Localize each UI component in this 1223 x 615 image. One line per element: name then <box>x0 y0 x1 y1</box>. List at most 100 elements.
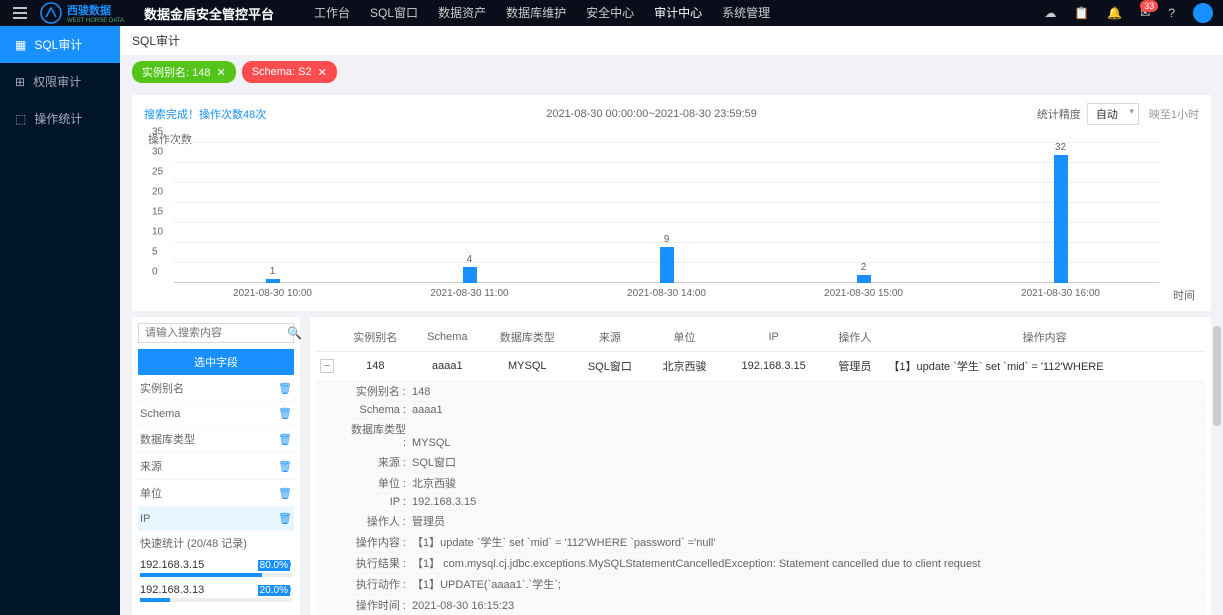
field-delete-icon[interactable]: 🗑 <box>278 460 292 473</box>
scrollbar[interactable] <box>1213 326 1221 426</box>
sidebar-item-0[interactable]: ▦SQL审计 <box>0 26 120 63</box>
table-header: 实例别名Schema数据库类型来源单位IP操作人操作内容 <box>316 323 1205 352</box>
cell-content: 【1】update `学生` set `mid` = '112'WHERE <box>884 352 1205 381</box>
ytick: 20 <box>152 187 163 198</box>
col-6: IP <box>722 323 826 352</box>
nav-item-6[interactable]: 系统管理 <box>722 0 770 28</box>
stat-precision-select[interactable]: 自动 <box>1087 103 1139 125</box>
ytick: 25 <box>152 167 163 178</box>
gridline <box>174 202 1159 203</box>
field-search[interactable]: 🔍 <box>138 323 294 343</box>
field-label: 单位 <box>140 485 162 501</box>
chart-bar-1[interactable]: 4 <box>463 267 477 283</box>
field-item-0[interactable]: 实例别名 🗑 <box>138 375 294 402</box>
cloud-icon[interactable]: ☁ <box>1044 6 1056 20</box>
tag-label: 实例别名: 148 <box>142 64 210 80</box>
cell-ip: 192.168.3.15 <box>722 352 826 381</box>
expand-button[interactable]: − <box>320 359 334 373</box>
detail-value: 192.168.3.15 <box>412 496 476 508</box>
nav-item-3[interactable]: 数据库维护 <box>506 0 566 28</box>
col-5: 单位 <box>647 323 722 352</box>
detail-value: MYSQL <box>412 437 451 449</box>
detail-row: 操作内容 :【1】update `学生` set `mid` = '112'WH… <box>316 532 1205 553</box>
sidebar-item-2[interactable]: ⬚操作统计 <box>0 100 120 137</box>
detail-row: 来源 :SQL窗口 <box>316 452 1205 473</box>
chart-bar-4[interactable]: 32 <box>1054 155 1068 283</box>
detail-value: 【1】 com.mysql.cj.jdbc.exceptions.MySQLSt… <box>412 558 981 570</box>
stat-pct: 80.0% <box>258 560 290 571</box>
detail-row: 执行动作 : 【1】UPDATE(`aaaa1`.`学生`; <box>316 574 1205 595</box>
field-item-4[interactable]: 单位 🗑 <box>138 480 294 507</box>
detail-row: 操作人 :管理员 <box>316 511 1205 532</box>
topbar: 西骏数据 WEST HORSE DATA 数据金盾安全管控平台 工作台SQL窗口… <box>0 0 1223 26</box>
field-delete-icon[interactable]: 🗑 <box>278 407 292 420</box>
data-table: 实例别名Schema数据库类型来源单位IP操作人操作内容 −148aaaa1MY… <box>316 323 1205 615</box>
field-delete-icon[interactable]: 🗑 <box>278 433 292 446</box>
avatar[interactable] <box>1193 3 1213 23</box>
clipboard-icon[interactable]: 📋 <box>1074 6 1089 20</box>
menu-toggle-icon[interactable] <box>10 3 30 23</box>
field-item-1[interactable]: Schema🗑 <box>138 402 294 426</box>
detail-label: Schema : <box>346 404 406 416</box>
ytick: 35 <box>152 127 163 138</box>
help-icon[interactable]: ? <box>1168 6 1175 20</box>
detail-label: 执行结果 : <box>346 555 406 571</box>
field-delete-icon[interactable]: 🗑 <box>278 512 292 525</box>
mail-icon[interactable]: ✉33 <box>1140 6 1150 20</box>
tag-close-icon[interactable]: ✕ <box>318 66 327 79</box>
detail-row: 操作时间 : 2021-08-30 16:15:23 <box>316 595 1205 615</box>
detail-label: 数据库类型 : <box>346 421 406 449</box>
panel-head: 搜索完成！ 操作次数48次 2021-08-30 00:00:00~2021-0… <box>144 103 1199 125</box>
detail-label: 操作内容 : <box>346 534 406 550</box>
search-count: 操作次数48次 <box>199 106 266 122</box>
search-icon[interactable]: 🔍 <box>287 326 302 340</box>
nav-item-4[interactable]: 安全中心 <box>586 0 634 28</box>
detail-label: 操作时间 : <box>346 597 406 613</box>
stat-bar-fill <box>140 573 262 577</box>
cell-dbtype: MYSQL <box>482 352 572 381</box>
chart-bar-2[interactable]: 9 <box>660 247 674 283</box>
cell-instance: 148 <box>338 352 413 381</box>
xtick: 2021-08-30 15:00 <box>824 288 903 299</box>
field-label: 数据库类型 <box>140 431 195 447</box>
nav-item-0[interactable]: 工作台 <box>314 0 350 28</box>
detail-row: 实例别名 :148 <box>316 381 1205 402</box>
nav-item-1[interactable]: SQL窗口 <box>370 0 418 28</box>
field-item-2[interactable]: 数据库类型 🗑 <box>138 426 294 453</box>
bar-value: 1 <box>270 266 276 277</box>
tag-close-icon[interactable]: ✕ <box>216 66 225 79</box>
detail-row: IP :192.168.3.15 <box>316 494 1205 511</box>
chart-bar-3[interactable]: 2 <box>857 275 871 283</box>
field-label: 实例别名 <box>140 380 184 396</box>
bar-value: 9 <box>664 234 670 245</box>
field-search-input[interactable] <box>145 327 287 339</box>
select-field-button[interactable]: 选中字段 <box>138 349 294 375</box>
field-item-3[interactable]: 来源🗑 <box>138 453 294 480</box>
stat-ip: 192.168.3.15 <box>140 559 204 571</box>
bell-icon[interactable]: 🔔 <box>1107 6 1122 20</box>
detail-value: 【1】UPDATE(`aaaa1`.`学生`; <box>412 579 561 591</box>
filter-tags: 实例别名: 148✕Schema: S2✕ <box>120 55 1223 89</box>
col-3: 数据库类型 <box>482 323 572 352</box>
detail-label: 执行动作 : <box>346 576 406 592</box>
ytick: 5 <box>152 247 158 258</box>
chart-bar-0[interactable]: 1 <box>266 279 280 283</box>
filter-panel: 🔍 选中字段 实例别名🗑Schema🗑数据库类型🗑来源🗑单位🗑IP🗑 快速统计 … <box>132 317 300 615</box>
detail-value: 北京西骏 <box>412 478 456 490</box>
cell-schema: aaaa1 <box>413 352 482 381</box>
field-item-5[interactable]: IP🗑 <box>138 507 294 531</box>
sidebar-item-1[interactable]: ⊞权限审计 <box>0 63 120 100</box>
detail-value: 管理员 <box>412 516 445 528</box>
field-delete-icon[interactable]: 🗑 <box>278 382 292 395</box>
nav-item-5[interactable]: 审计中心 <box>654 0 702 28</box>
stat-pct: 20.0% <box>258 585 290 596</box>
bar-chart: 操作次数 时间 0510152025303512021-08-30 10:004… <box>144 133 1199 303</box>
gridline <box>174 222 1159 223</box>
ytick: 10 <box>152 227 163 238</box>
field-delete-icon[interactable]: 🗑 <box>278 487 292 500</box>
detail-value: 2021-08-30 16:15:23 <box>412 600 514 612</box>
bar-value: 2 <box>861 262 867 273</box>
nav-item-2[interactable]: 数据资产 <box>438 0 486 28</box>
topbar-right: ☁ 📋 🔔 ✉33 ? <box>1044 3 1213 23</box>
stat-bar: 80.0% <box>140 573 292 577</box>
